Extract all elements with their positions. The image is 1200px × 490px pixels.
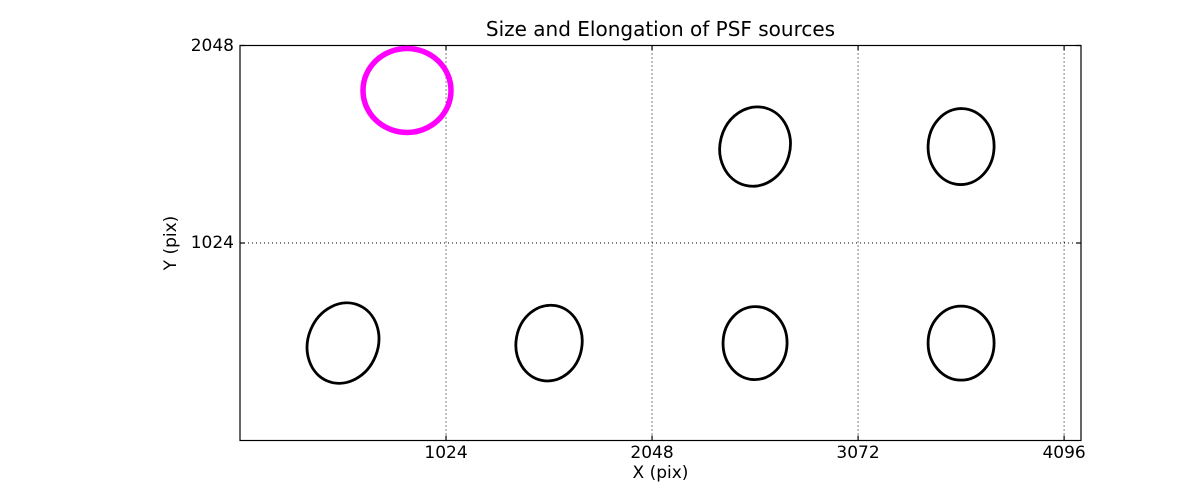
psf-ellipse <box>926 304 996 382</box>
chart-title: Size and Elongation of PSF sources <box>485 17 836 41</box>
x-tick-label: 2048 <box>630 443 674 463</box>
x-axis-label: X (pix) <box>632 463 689 483</box>
psf-ellipse <box>305 301 381 385</box>
psf-ellipse <box>926 107 996 186</box>
x-tick-label: 4096 <box>1042 443 1086 463</box>
psf-ellipse <box>514 303 584 383</box>
x-tick-label: 1024 <box>424 443 468 463</box>
psf-ellipse <box>718 105 792 188</box>
y-tick-label: 1024 <box>190 233 234 253</box>
psf-ellipse-highlight <box>360 45 454 136</box>
x-tick-label: 3072 <box>836 443 880 463</box>
y-tick-label: 2048 <box>190 35 234 56</box>
psf-ellipse <box>721 305 789 381</box>
